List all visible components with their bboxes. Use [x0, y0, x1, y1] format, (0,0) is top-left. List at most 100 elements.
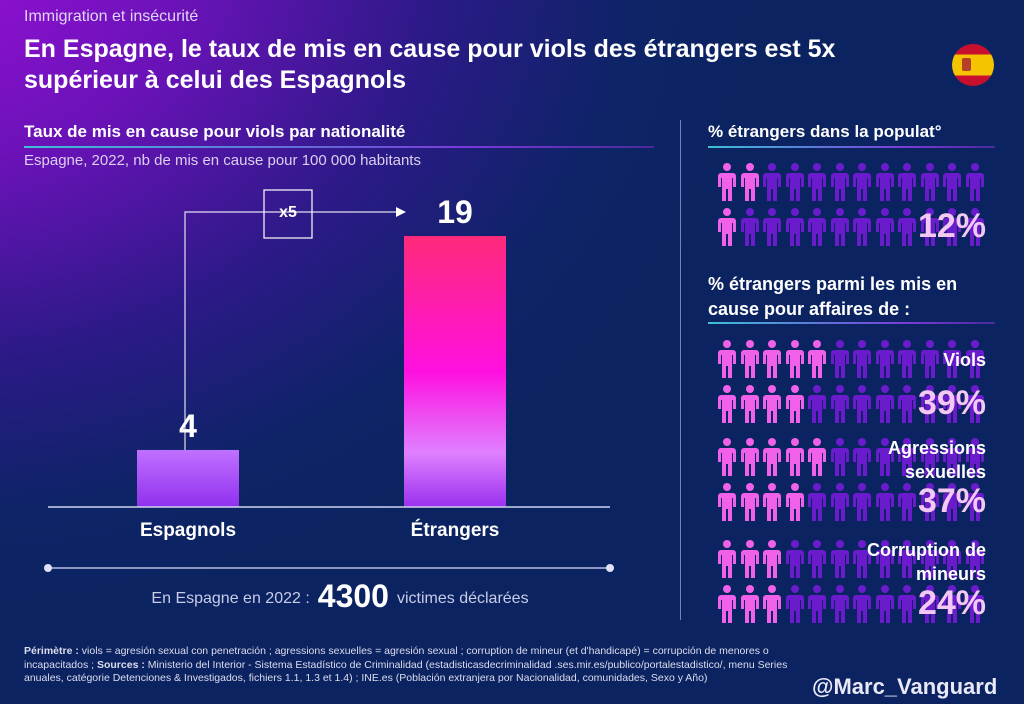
person-icon	[943, 483, 961, 526]
person-icon	[718, 438, 736, 481]
person-icon	[943, 540, 961, 583]
group-0-icon-block: Viols 39%	[0, 340, 1024, 430]
person-icon	[853, 540, 871, 583]
person-icon	[853, 438, 871, 481]
person-icon	[830, 483, 849, 526]
person-icon	[920, 540, 939, 583]
person-icon	[965, 438, 984, 481]
person-icon	[943, 385, 961, 428]
comparison-arrow	[184, 211, 400, 450]
person-icon	[740, 438, 759, 481]
person-icon	[740, 163, 759, 206]
percent-value: 37%	[917, 482, 986, 520]
person-icon	[875, 385, 894, 428]
person-icon	[830, 385, 849, 428]
person-icon	[785, 483, 804, 526]
person-icon	[875, 483, 894, 526]
person-icon	[830, 540, 849, 583]
population-icon-block: 12%	[0, 163, 1024, 253]
person-icon	[898, 585, 916, 628]
crimes-underline	[708, 322, 995, 324]
multiplier-label: x5	[279, 204, 297, 221]
person-icon	[853, 208, 871, 251]
person-icon	[898, 163, 916, 206]
person-icon	[718, 385, 736, 428]
person-icon	[965, 483, 984, 526]
percent-value: 12%	[917, 207, 986, 245]
person-icon	[898, 340, 916, 383]
person-icon	[785, 540, 804, 583]
percent-value: 24%	[917, 584, 986, 622]
person-icon	[965, 585, 984, 628]
percent-value: 39%	[917, 384, 986, 422]
person-icon	[965, 340, 984, 383]
category-label: Espagnols	[139, 520, 237, 541]
person-icon	[853, 483, 871, 526]
person-icon	[965, 163, 984, 206]
person-icon	[740, 540, 759, 583]
person-icon	[740, 340, 759, 383]
spain-flag-icon	[952, 44, 994, 86]
person-icon	[785, 340, 804, 383]
person-icon	[920, 208, 939, 251]
crime-label: Corruption de mineurs	[867, 540, 986, 584]
person-icon	[965, 385, 984, 428]
bar-0	[137, 449, 239, 507]
page-title: En Espagne, le taux de mis en cause pour…	[24, 35, 836, 94]
person-icon	[875, 208, 894, 251]
group-1-icon-block: Agressions sexuelles 37%	[0, 438, 1024, 528]
category-label: Étrangers	[410, 520, 500, 541]
person-icon	[830, 163, 849, 206]
person-icon	[718, 540, 736, 583]
total-value: 4300	[317, 578, 389, 614]
population-title: % étrangers dans la populat°	[708, 122, 942, 141]
person-icon	[853, 385, 871, 428]
sources-text: Ministerio del Interior - Sistema Estadí…	[24, 658, 788, 685]
population-underline	[708, 146, 995, 148]
kicker: Immigration et insécurité	[24, 8, 199, 25]
crime-label: Agressions sexuelles	[887, 438, 986, 482]
person-icon	[763, 540, 781, 583]
author-handle: @Marc_Vanguard	[812, 674, 998, 699]
person-icon	[875, 340, 894, 383]
person-icon	[763, 483, 781, 526]
person-icon	[920, 438, 939, 481]
person-icon	[830, 340, 849, 383]
person-icon	[898, 385, 916, 428]
person-icon	[785, 163, 804, 206]
person-icon	[808, 385, 826, 428]
person-icon	[853, 585, 871, 628]
crimes-title: % étrangers parmi les mis en cause pour …	[708, 274, 958, 319]
bar-chart	[44, 211, 614, 572]
person-icon	[808, 163, 826, 206]
person-icon	[875, 540, 894, 583]
person-icon	[830, 438, 849, 481]
person-icon	[875, 163, 894, 206]
person-icon	[808, 540, 826, 583]
person-icon	[808, 340, 826, 383]
person-icon	[920, 585, 939, 628]
sources-label: Sources :	[96, 658, 145, 671]
vertical-divider	[680, 120, 681, 620]
value-label: 19	[437, 194, 473, 231]
person-icon	[763, 208, 781, 251]
separator-dot-right	[606, 564, 614, 572]
person-icon	[830, 585, 849, 628]
person-icon	[740, 585, 759, 628]
person-icon	[740, 385, 759, 428]
perimetre-label: Périmètre :	[24, 645, 79, 657]
person-icon	[763, 163, 781, 206]
person-icon	[853, 340, 871, 383]
person-icon	[920, 340, 939, 383]
person-icon	[785, 438, 804, 481]
person-icon	[740, 208, 759, 251]
bar-1	[404, 236, 506, 507]
separator-dot-left	[44, 564, 52, 572]
total-prefix: En Espagne en 2022 :	[151, 590, 310, 607]
person-icon	[808, 438, 826, 481]
person-icon	[943, 340, 961, 383]
chart-title: Taux de mis en cause pour viols par nati…	[24, 122, 406, 141]
person-icon	[943, 438, 961, 481]
person-icon	[965, 208, 984, 251]
perimetre-text: viols = agresión sexual con penetración …	[24, 645, 769, 671]
